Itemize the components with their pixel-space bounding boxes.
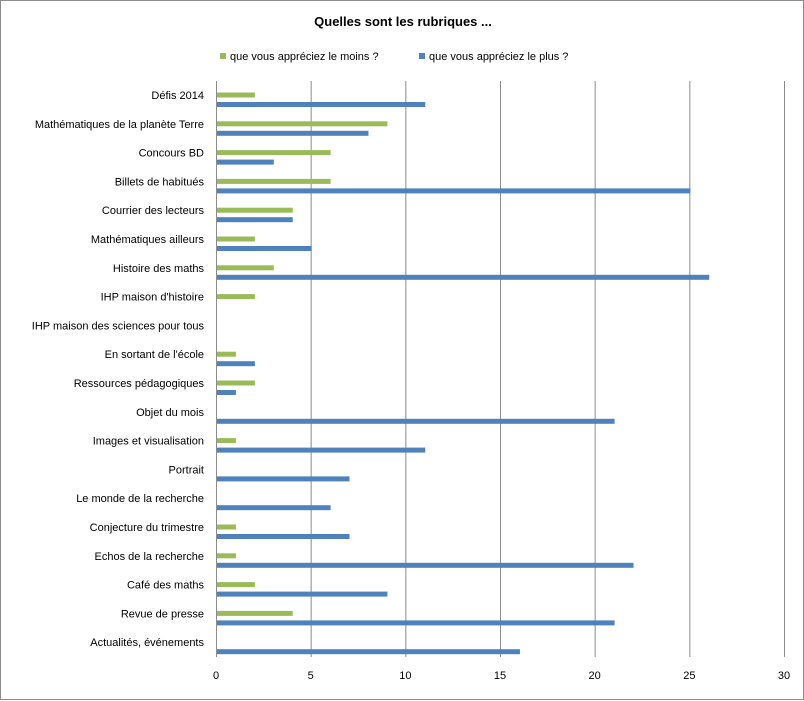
x-tick-label: 5 (308, 670, 314, 682)
legend-swatch (419, 53, 425, 59)
bar-least-liked (217, 438, 236, 444)
x-tick-label: 20 (589, 670, 601, 682)
legend-label: que vous appréciez le moins ? (230, 51, 379, 63)
bar-most-liked (217, 591, 388, 597)
legend-label: que vous appréciez le plus ? (429, 51, 568, 63)
bar-most-liked (217, 447, 426, 453)
bar-least-liked (217, 351, 236, 357)
bar-most-liked (217, 418, 615, 424)
bar-least-liked (217, 265, 274, 271)
x-tick-label: 30 (778, 670, 790, 682)
bar-least-liked (217, 92, 255, 98)
bar-most-liked (217, 188, 691, 194)
category-label: Mathématiques ailleurs (91, 234, 205, 246)
bar-least-liked (217, 207, 293, 213)
bar-least-liked (217, 236, 255, 242)
category-label: Portrait (169, 464, 204, 476)
gridlines (216, 81, 785, 657)
bar-least-liked (217, 582, 255, 588)
bar-least-liked (217, 553, 236, 559)
category-label: Images et visualisation (93, 436, 204, 448)
category-label: Ressources pédagogiques (74, 378, 205, 390)
bar-most-liked (217, 390, 236, 395)
category-label: Café des maths (127, 580, 205, 592)
bar-least-liked (217, 380, 255, 386)
category-label: Billets de habitués (115, 176, 205, 188)
category-label: IHP maison des sciences pour tous (32, 320, 205, 332)
bar-least-liked (217, 524, 236, 530)
x-tick-label: 15 (494, 670, 506, 682)
legend: que vous appréciez le moins ? que vous ap… (220, 51, 568, 63)
category-label: Revue de presse (121, 608, 204, 620)
category-label: Défis 2014 (151, 90, 204, 102)
category-label: En sortant de l'école (105, 349, 204, 361)
chart-title: Quelles sont les rubriques ... (314, 14, 492, 29)
bar-least-liked (217, 610, 293, 616)
x-tick-label: 10 (399, 670, 411, 682)
bar-most-liked (217, 534, 350, 539)
bars (217, 92, 710, 655)
category-label: Actualités, événements (90, 637, 204, 649)
bar-most-liked (217, 476, 350, 482)
category-label: IHP maison d'histoire (101, 292, 204, 304)
category-label: Conjecture du trimestre (90, 522, 204, 534)
bar-most-liked (217, 246, 312, 251)
category-label: Courrier des lecteurs (102, 205, 205, 217)
category-label: Objet du mois (136, 407, 204, 419)
bar-least-liked (217, 294, 255, 300)
bar-most-liked (217, 620, 615, 626)
bar-least-liked (217, 150, 331, 156)
legend-swatch (220, 53, 226, 59)
bar-most-liked (217, 130, 369, 136)
bar-most-liked (217, 649, 520, 655)
bar-most-liked (217, 361, 255, 367)
x-tick-label: 25 (683, 670, 695, 682)
bar-most-liked (217, 102, 426, 107)
category-labels: Défis 2014 Mathématiques de la planète Te… (32, 90, 205, 649)
category-label: Histoire des maths (113, 263, 205, 275)
bar-most-liked (217, 274, 710, 280)
category-label: Mathématiques de la planète Terre (35, 119, 204, 131)
x-tick-label: 0 (213, 670, 219, 682)
bar-most-liked (217, 217, 293, 223)
bar-least-liked (217, 121, 388, 127)
x-tick-labels: 0 5 10 15 20 25 30 (213, 670, 790, 682)
bar-most-liked (217, 159, 274, 165)
bar-least-liked (217, 178, 331, 184)
bar-most-liked (217, 562, 634, 568)
category-label: Le monde de la recherche (76, 493, 204, 505)
category-label: Concours BD (139, 148, 204, 160)
category-label: Echos de la recherche (95, 551, 204, 563)
bar-most-liked (217, 505, 331, 511)
